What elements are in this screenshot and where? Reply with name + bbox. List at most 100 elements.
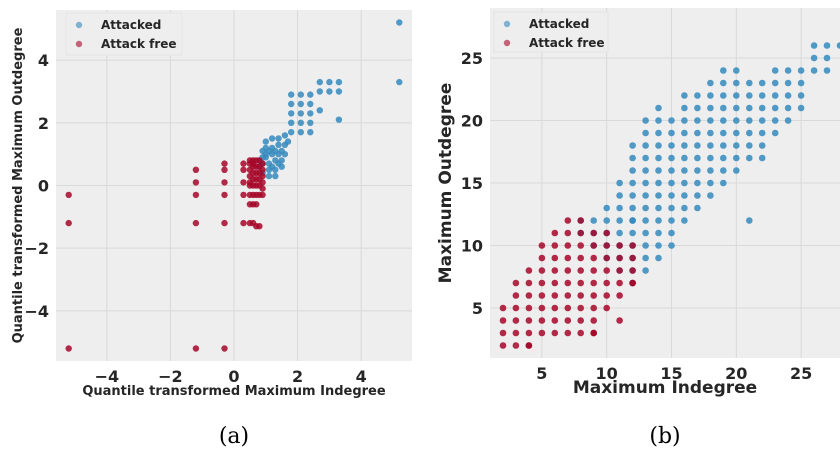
point-attacked [642, 229, 649, 237]
point-attacked [668, 167, 675, 174]
point-attack-free [551, 292, 559, 299]
x-tick-label: −4 [95, 367, 120, 386]
point-attacked [746, 154, 753, 162]
y-tick-label: 25 [461, 49, 483, 68]
legend-marker-attacked-a [75, 21, 83, 29]
point-attack-free [551, 304, 559, 312]
point-attack-free [259, 185, 266, 192]
point-attack-free [577, 304, 584, 312]
point-attacked [681, 217, 688, 224]
point-attacked [707, 167, 714, 174]
point-attacked [642, 117, 649, 124]
point-attack-free [577, 279, 584, 287]
point-attacked [784, 92, 792, 99]
point-attack-free [577, 329, 584, 337]
point-attacked [272, 172, 279, 180]
x-axis-label-b: Maximum Indegree [573, 378, 757, 398]
x-tick-label: 15 [660, 364, 682, 383]
point-attacked [668, 192, 675, 199]
point-attacked [268, 135, 276, 142]
marks-b [499, 42, 840, 349]
point-attack-free [538, 304, 546, 312]
point-attacked [707, 192, 714, 199]
point-attacked [335, 78, 343, 86]
point-attack-free [629, 254, 636, 262]
point-attack-free [577, 217, 584, 224]
point-attack-free [551, 279, 559, 287]
point-attacked [810, 67, 818, 74]
point-attacked [771, 92, 779, 99]
point-attacked [272, 147, 279, 155]
point-attack-free [603, 304, 610, 312]
point-attacked [720, 154, 727, 162]
legend-marker-attack-free-b [503, 39, 511, 47]
point-attacked [668, 242, 675, 249]
point-attack-free [240, 166, 247, 173]
point-attacked [758, 104, 766, 112]
point-attack-free [512, 329, 520, 337]
point-attacked [720, 67, 727, 74]
y-tick-label: 4 [38, 51, 49, 70]
point-attacked [694, 92, 701, 99]
point-attacked [288, 129, 295, 136]
point-attacked [668, 217, 675, 224]
point-attacked [668, 229, 675, 237]
marks-a [65, 19, 403, 352]
point-attacked [810, 42, 818, 49]
point-attacked [335, 88, 343, 95]
point-attack-free [221, 166, 228, 173]
point-attacked [655, 154, 662, 162]
point-attack-free [564, 242, 572, 249]
point-attack-free [525, 304, 533, 312]
point-attacked [771, 67, 779, 74]
x-tick-label: 10 [596, 364, 618, 383]
point-attacked [281, 132, 289, 139]
point-attack-free [564, 279, 572, 287]
point-attacked [733, 167, 740, 174]
point-attack-free [221, 191, 228, 199]
point-attack-free [603, 242, 610, 249]
point-attacked [720, 129, 727, 137]
point-attacked [288, 100, 295, 108]
point-attack-free [512, 317, 520, 324]
point-attacked [797, 79, 805, 87]
point-attacked [297, 129, 304, 136]
point-attacked [629, 204, 636, 212]
point-attacked [278, 147, 285, 155]
point-attack-free [192, 191, 200, 199]
point-attack-free [259, 160, 266, 167]
point-attacked [642, 179, 649, 187]
point-attack-free [616, 267, 623, 274]
point-attack-free [512, 304, 520, 312]
point-attack-free [590, 329, 597, 337]
point-attacked [307, 100, 314, 108]
point-attack-free [551, 267, 559, 274]
point-attacked [590, 217, 597, 224]
point-attack-free [590, 229, 597, 237]
point-attack-free [525, 292, 533, 299]
point-attacked [720, 179, 727, 187]
caption-a: (a) [219, 424, 249, 449]
point-attack-free [564, 304, 572, 312]
point-attacked [797, 104, 805, 112]
point-attacked [297, 119, 304, 127]
point-attack-free [603, 229, 610, 237]
point-attacked [733, 67, 740, 74]
point-attack-free [538, 254, 546, 262]
y-axis-label-a: Quantile transformed Maximum Outdegree [11, 27, 26, 343]
point-attack-free [564, 329, 572, 337]
grid-a [56, 10, 412, 361]
point-attacked [771, 79, 779, 87]
point-attack-free [564, 267, 572, 274]
point-attack-free [525, 317, 533, 324]
point-attacked [681, 104, 688, 112]
point-attacked [771, 117, 779, 124]
point-attacked [797, 92, 805, 99]
point-attack-free [259, 179, 266, 186]
point-attack-free [616, 242, 623, 249]
point-attack-free [192, 219, 200, 227]
point-attacked [316, 88, 323, 95]
point-attack-free [564, 229, 572, 237]
legend-label-attacked-a: Attacked [101, 18, 161, 32]
x-tick-label: 5 [536, 364, 547, 383]
